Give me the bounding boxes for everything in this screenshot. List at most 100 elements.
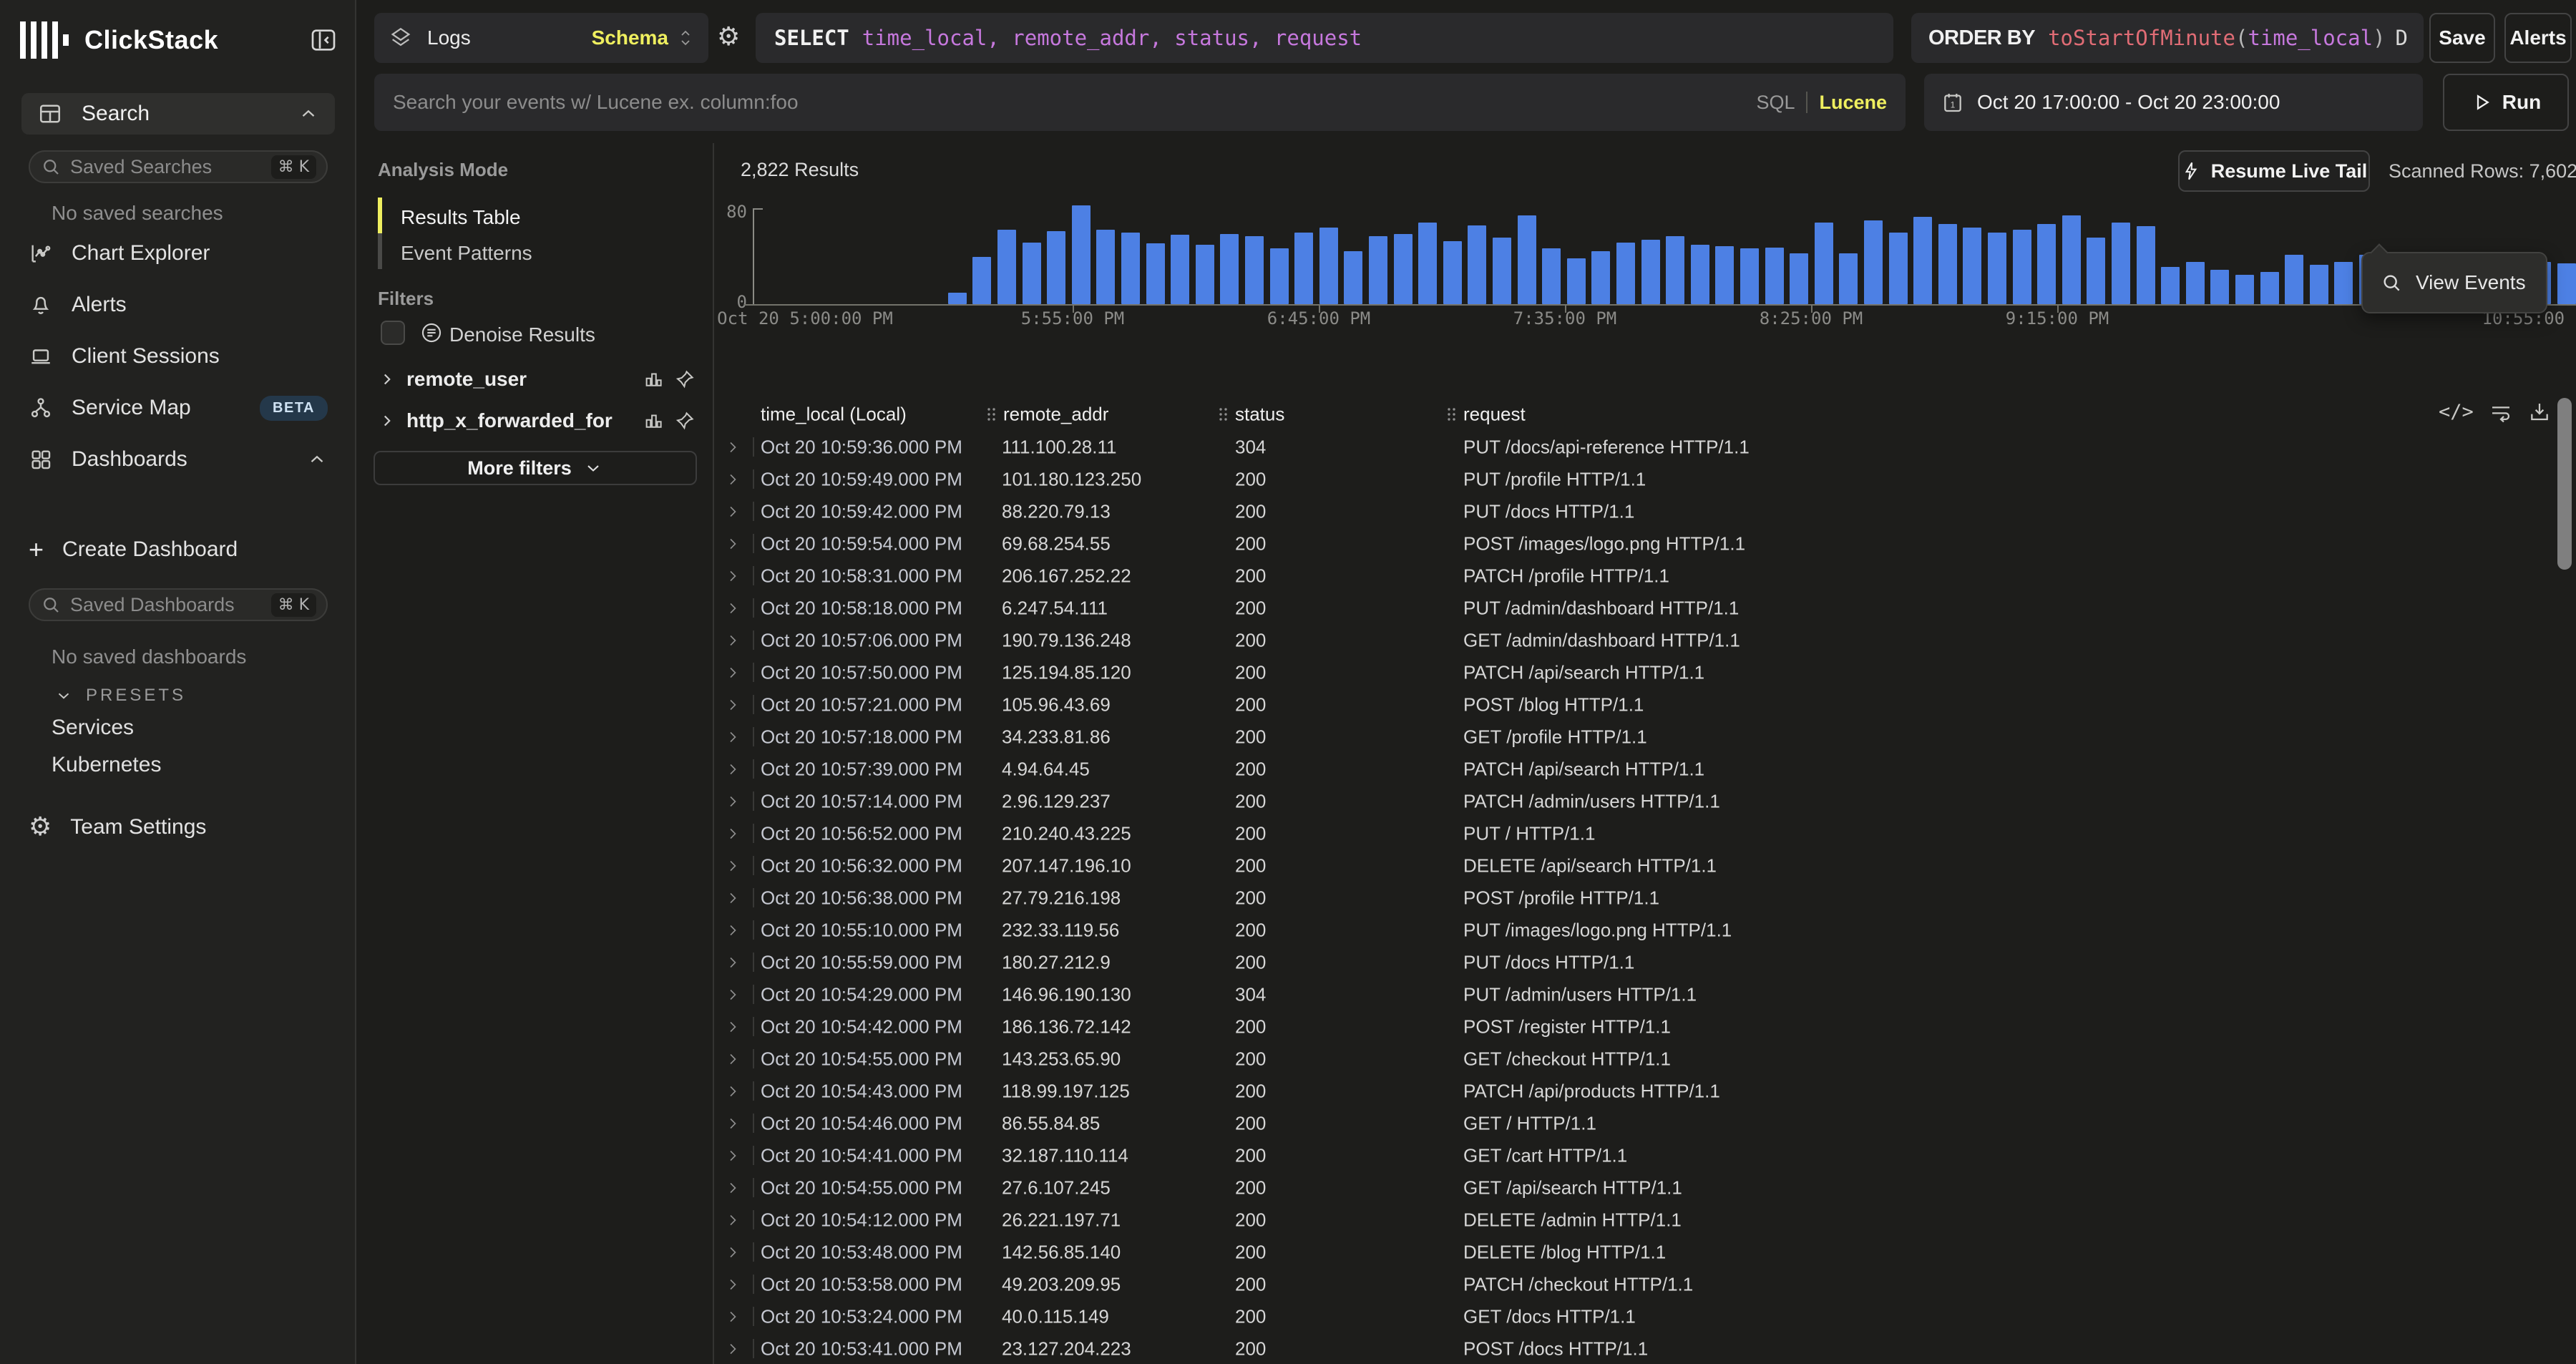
table-row[interactable]: Oct 20 10:54:55.000 PM143.253.65.90200GE… <box>714 1043 2576 1075</box>
histogram-bar[interactable] <box>2334 262 2353 304</box>
preset-item-kubernetes[interactable]: Kubernetes <box>52 753 161 777</box>
histogram-bar[interactable] <box>1146 243 1165 304</box>
time-range-picker[interactable]: 1 Oct 20 17:00:00 - Oct 20 23:00:00 <box>1924 74 2423 131</box>
row-expand-chevron-icon[interactable] <box>724 1018 741 1036</box>
table-row[interactable]: Oct 20 10:59:49.000 PM101.180.123.250200… <box>714 463 2576 495</box>
sidebar-item-alerts[interactable]: Alerts <box>29 289 127 321</box>
wrap-text-icon[interactable] <box>2489 401 2512 424</box>
row-expand-chevron-icon[interactable] <box>724 857 741 875</box>
column-header-time-local[interactable]: time_local (Local) <box>761 404 907 426</box>
histogram-bar[interactable] <box>1715 246 1734 304</box>
row-expand-chevron-icon[interactable] <box>724 825 741 842</box>
table-row[interactable]: Oct 20 10:56:52.000 PM210.240.43.225200P… <box>714 817 2576 849</box>
histogram-bar[interactable] <box>1938 224 1957 304</box>
histogram-bar[interactable] <box>2037 224 2056 304</box>
row-expand-chevron-icon[interactable] <box>724 1115 741 1132</box>
histogram-bar[interactable] <box>1666 236 1684 304</box>
histogram-bar[interactable] <box>2112 223 2130 304</box>
row-expand-chevron-icon[interactable] <box>724 729 741 746</box>
histogram-bar[interactable] <box>972 257 991 304</box>
histogram-bar[interactable] <box>2186 262 2205 304</box>
histogram-bar[interactable] <box>1790 253 1808 304</box>
table-row[interactable]: Oct 20 10:54:43.000 PM118.99.197.125200P… <box>714 1075 2576 1107</box>
bar-chart-icon[interactable] <box>643 369 664 390</box>
table-row[interactable]: Oct 20 10:56:32.000 PM207.147.196.10200D… <box>714 849 2576 882</box>
collapse-sidebar-icon[interactable] <box>309 26 338 54</box>
table-row[interactable]: Oct 20 10:58:18.000 PM6.247.54.111200PUT… <box>714 592 2576 624</box>
column-header-remote-addr[interactable]: remote_addr <box>1003 404 1108 426</box>
row-expand-chevron-icon[interactable] <box>724 890 741 907</box>
histogram-bar[interactable] <box>1641 240 1660 304</box>
row-expand-chevron-icon[interactable] <box>724 922 741 939</box>
histogram-bar[interactable] <box>2310 265 2328 304</box>
histogram-bar[interactable] <box>1468 225 1486 304</box>
histogram-bar[interactable] <box>1171 235 1189 304</box>
histogram-bar[interactable] <box>997 230 1016 304</box>
histogram-bar[interactable] <box>1567 258 1586 304</box>
table-row[interactable]: Oct 20 10:54:46.000 PM86.55.84.85200GET … <box>714 1107 2576 1139</box>
histogram-bar[interactable] <box>2062 215 2081 304</box>
histogram-bar[interactable] <box>1963 228 1981 304</box>
resume-live-tail-button[interactable]: Resume Live Tail <box>2178 150 2370 192</box>
code-view-icon[interactable]: </> <box>2439 401 2474 424</box>
lucene-toggle[interactable]: Lucene <box>1819 92 1887 114</box>
denoise-checkbox[interactable] <box>381 321 405 345</box>
histogram-bar[interactable] <box>1096 230 1115 304</box>
view-events-tooltip[interactable]: View Events <box>2361 252 2547 313</box>
row-expand-chevron-icon[interactable] <box>724 1308 741 1325</box>
row-expand-chevron-icon[interactable] <box>724 986 741 1003</box>
sidebar-item-dashboards[interactable]: Dashboards <box>29 444 328 475</box>
presets-section-toggle[interactable]: PRESETS <box>54 686 186 706</box>
histogram-bar[interactable] <box>2210 270 2229 304</box>
histogram-bar[interactable] <box>1591 251 1610 304</box>
histogram-bar[interactable] <box>1072 205 1091 304</box>
row-expand-chevron-icon[interactable] <box>724 1212 741 1229</box>
select-clause-input[interactable]: SELECT time_local, remote_addr, status, … <box>756 13 1893 63</box>
event-search-input[interactable]: Search your events w/ Lucene ex. column:… <box>374 74 1906 131</box>
histogram-bar[interactable] <box>1121 233 1140 304</box>
table-row[interactable]: Oct 20 10:57:39.000 PM4.94.64.45200PATCH… <box>714 753 2576 785</box>
histogram-bar[interactable] <box>2235 275 2254 304</box>
histogram-bar[interactable] <box>1889 233 1908 304</box>
row-expand-chevron-icon[interactable] <box>724 439 741 456</box>
table-row[interactable]: Oct 20 10:54:12.000 PM26.221.197.71200DE… <box>714 1204 2576 1236</box>
table-row[interactable]: Oct 20 10:57:21.000 PM105.96.43.69200POS… <box>714 688 2576 721</box>
histogram-bar[interactable] <box>2137 226 2155 304</box>
table-row[interactable]: Oct 20 10:54:29.000 PM146.96.190.130304P… <box>714 978 2576 1010</box>
row-expand-chevron-icon[interactable] <box>724 503 741 520</box>
histogram-bar[interactable] <box>948 293 967 304</box>
table-row[interactable]: Oct 20 10:57:14.000 PM2.96.129.237200PAT… <box>714 785 2576 817</box>
histogram-bar[interactable] <box>1023 243 1041 304</box>
row-expand-chevron-icon[interactable] <box>724 1244 741 1261</box>
histogram-bar[interactable] <box>1815 223 1833 304</box>
histogram-bar[interactable] <box>2557 263 2576 304</box>
column-drag-handle-icon[interactable] <box>1445 405 1459 424</box>
vertical-scrollbar-thumb[interactable] <box>2557 398 2572 570</box>
sidebar-item-service-map[interactable]: Service Map BETA <box>29 392 328 424</box>
histogram-bar[interactable] <box>1220 234 1239 304</box>
histogram-bar[interactable] <box>1493 238 1511 304</box>
sidebar-item-client-sessions[interactable]: Client Sessions <box>29 341 220 372</box>
row-expand-chevron-icon[interactable] <box>724 567 741 585</box>
filter-field-http-x-forwarded-for[interactable]: http_x_forwarded_for <box>378 404 696 438</box>
histogram-bar[interactable] <box>2260 272 2279 304</box>
preset-item-services[interactable]: Services <box>52 716 134 740</box>
sidebar-item-chart-explorer[interactable]: Chart Explorer <box>29 238 210 269</box>
histogram-bar[interactable] <box>1344 251 1362 304</box>
row-expand-chevron-icon[interactable] <box>724 1147 741 1164</box>
histogram-bar[interactable] <box>1913 217 1932 304</box>
histogram-bar[interactable] <box>1418 223 1437 304</box>
histogram-bar[interactable] <box>1740 248 1759 304</box>
histogram-bar[interactable] <box>1988 233 2006 304</box>
sidebar-item-search[interactable]: Search <box>21 93 335 135</box>
team-settings-button[interactable]: ⚙ Team Settings <box>29 812 206 843</box>
histogram-bar[interactable] <box>1394 234 1413 304</box>
table-row[interactable]: Oct 20 10:55:59.000 PM180.27.212.9200PUT… <box>714 946 2576 978</box>
table-row[interactable]: Oct 20 10:54:42.000 PM186.136.72.142200P… <box>714 1010 2576 1043</box>
table-row[interactable]: Oct 20 10:57:50.000 PM125.194.85.120200P… <box>714 656 2576 688</box>
row-expand-chevron-icon[interactable] <box>724 1083 741 1100</box>
column-drag-handle-icon[interactable] <box>1216 405 1231 424</box>
histogram-bar[interactable] <box>1542 248 1561 304</box>
table-row[interactable]: Oct 20 10:57:18.000 PM34.233.81.86200GET… <box>714 721 2576 753</box>
histogram-bar[interactable] <box>1616 243 1635 304</box>
